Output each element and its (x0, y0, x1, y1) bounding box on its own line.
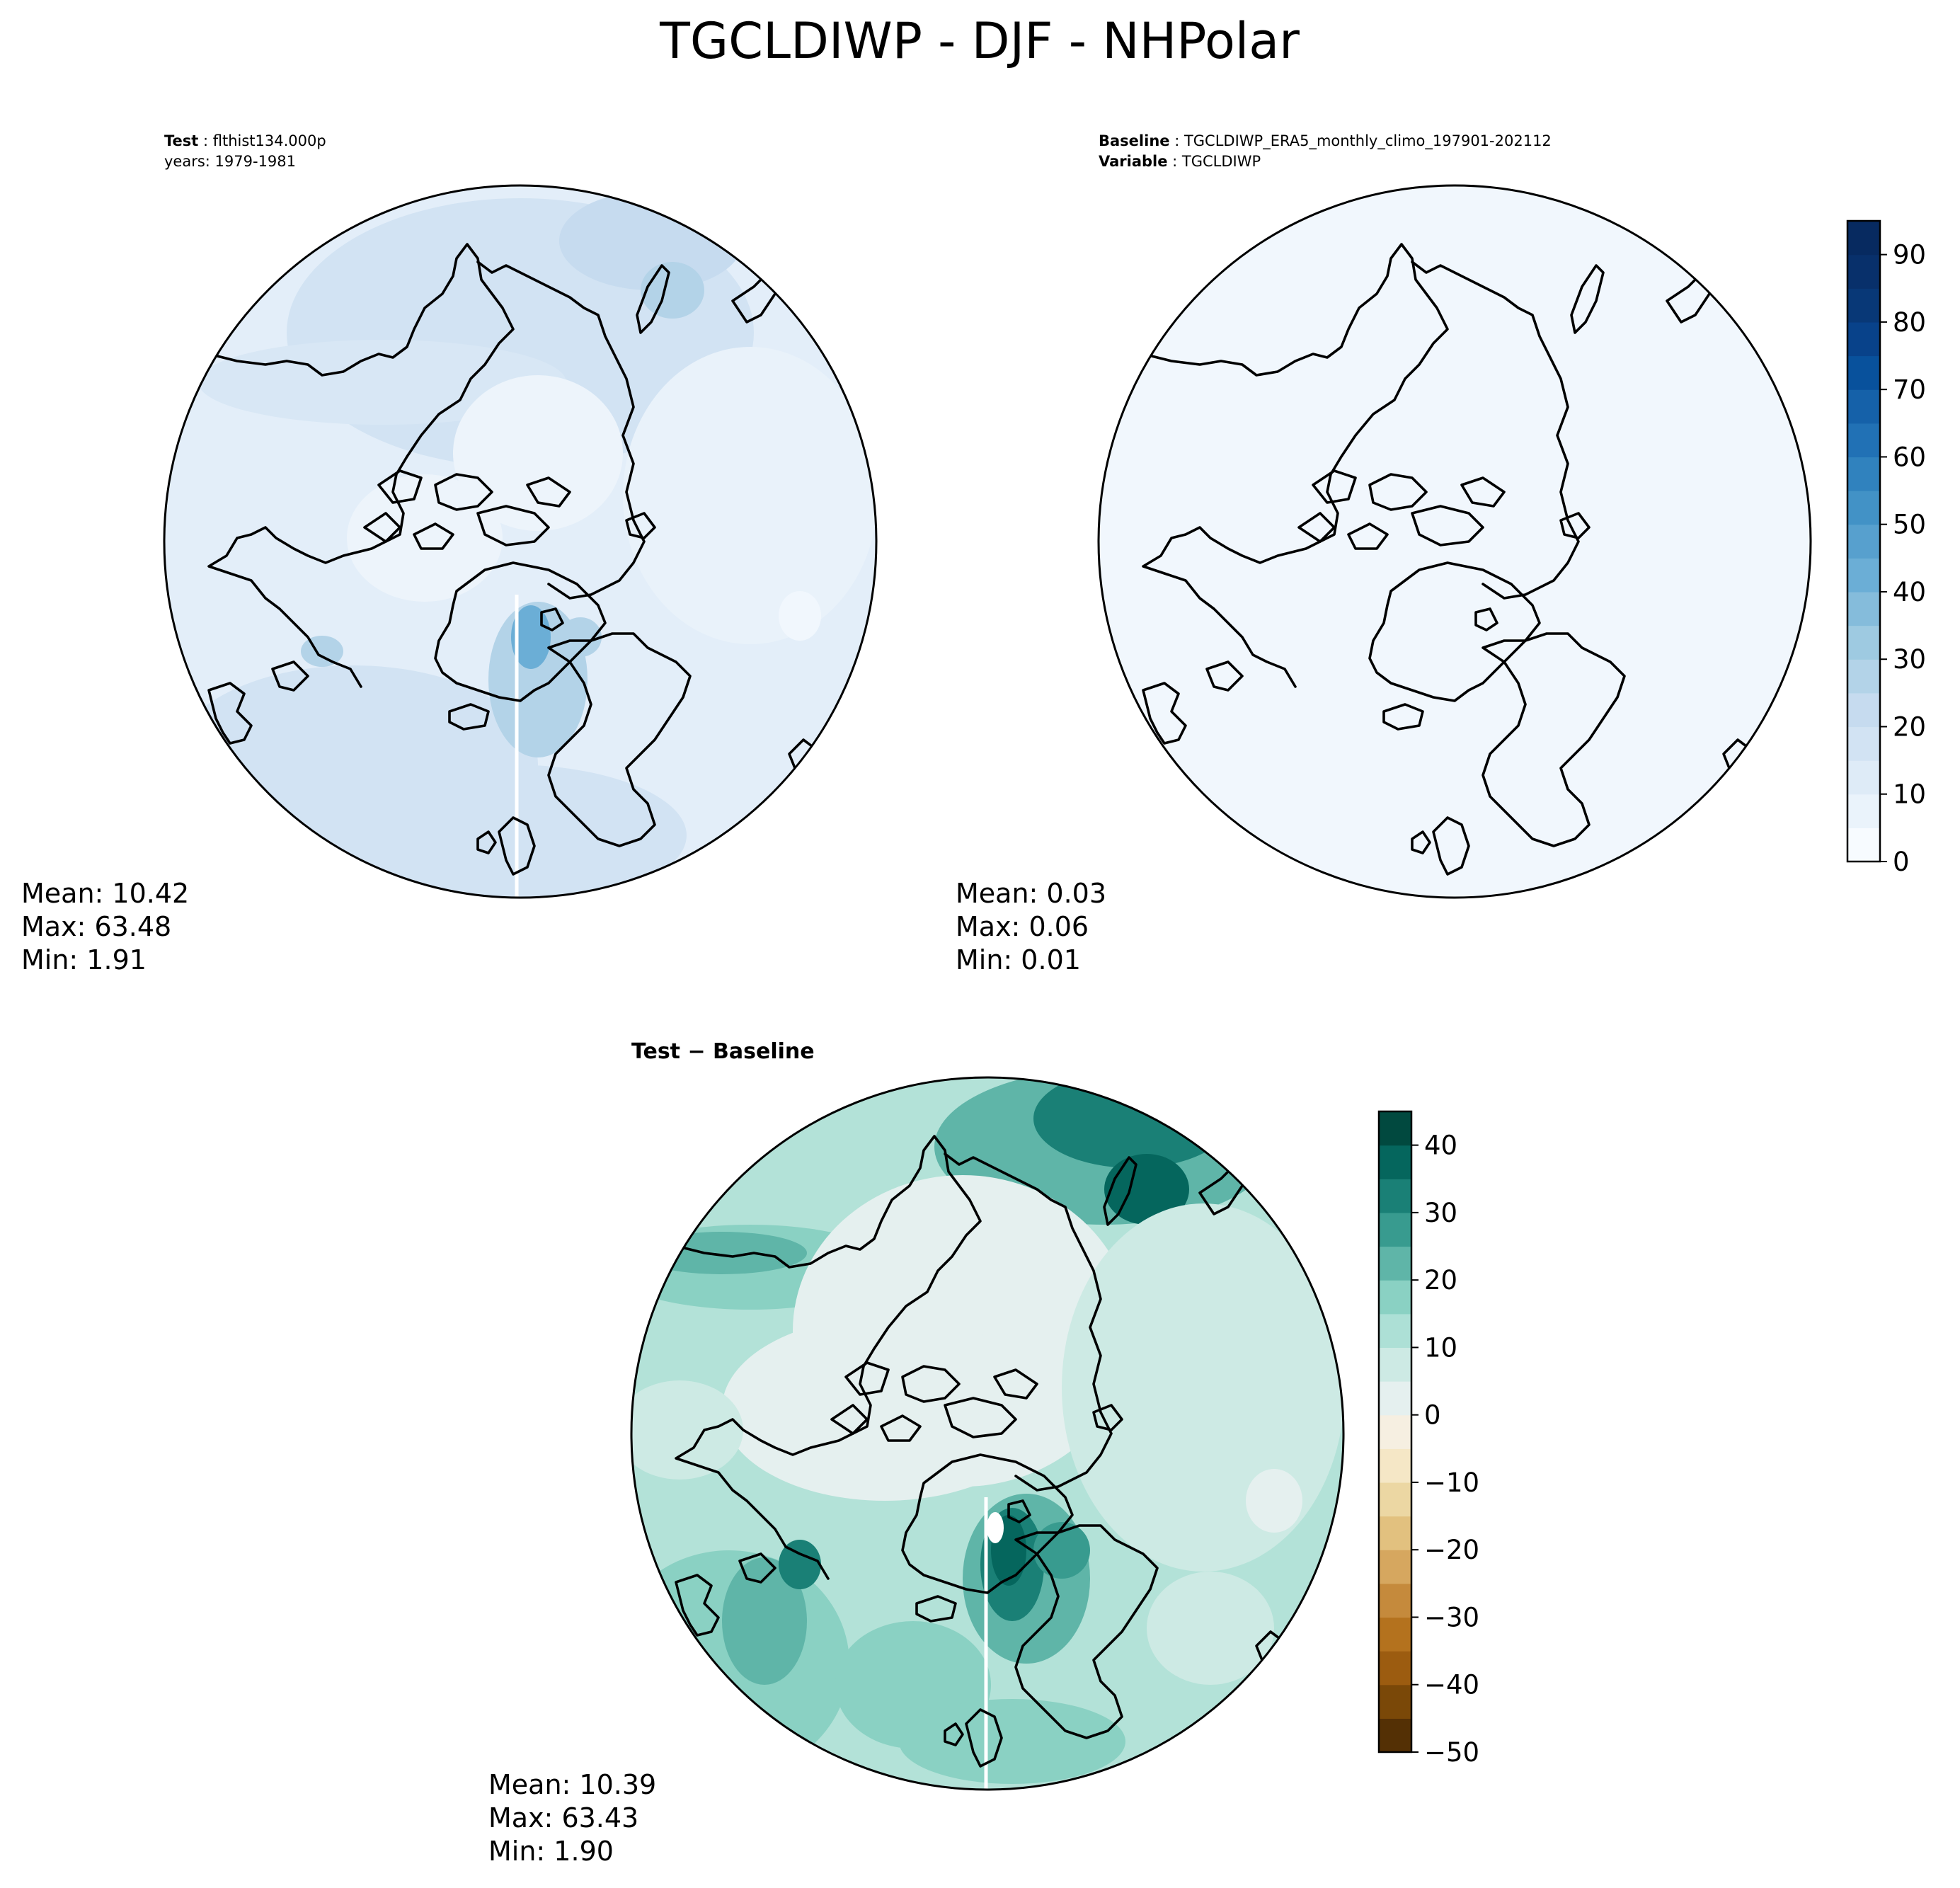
test-max: Max: 63.48 (21, 911, 171, 942)
colorbar-brbg-segment (1379, 1246, 1411, 1281)
colorbar-blues-tick-label: 90 (1893, 240, 1926, 270)
test-panel: Test : flthist134.000p years: 1979-1981 (21, 132, 878, 976)
baseline-header: Baseline : TGCLDIWP_ERA5_monthly_climo_1… (1099, 132, 1552, 150)
colorbar-blues-segment (1847, 692, 1880, 728)
diff-map-boundary (630, 1076, 1345, 1791)
colorbar-brbg-segment (1379, 1550, 1411, 1584)
colorbar-brbg-tick-label: 40 (1424, 1131, 1457, 1161)
diff-max: Max: 63.43 (488, 1802, 638, 1833)
colorbar-brbg-tick-label: 10 (1424, 1332, 1457, 1363)
colorbar-brbg-tick-label: −50 (1424, 1737, 1479, 1768)
colorbar-brbg: 40 30 20 10 0 −10 −20 −30 −40 −50 (1377, 1110, 1479, 1768)
colorbar-blues-segment (1847, 355, 1880, 390)
colorbar-blues-frame (1846, 219, 1881, 863)
colorbar-blues-segment (1847, 625, 1880, 660)
figure-title: TGCLDIWP - DJF - NHPolar (659, 12, 1300, 70)
baseline-panel: Baseline : TGCLDIWP_ERA5_monthly_climo_1… (956, 132, 1812, 976)
test-mean: Mean: 10.42 (21, 878, 189, 909)
baseline-mean: Mean: 0.03 (956, 878, 1106, 909)
colorbar-brbg-segment (1379, 1111, 1411, 1146)
colorbar-brbg-segment (1379, 1212, 1411, 1247)
colorbar-brbg-segment (1379, 1414, 1411, 1449)
test-years: years: 1979-1981 (164, 153, 296, 170)
colorbar-brbg-segment (1379, 1381, 1411, 1416)
colorbar-blues-tick-label: 20 (1893, 711, 1926, 742)
colorbar-brbg-segment (1379, 1482, 1411, 1517)
colorbar-blues-segment (1847, 794, 1880, 828)
baseline-min: Min: 0.01 (956, 944, 1081, 976)
colorbar-brbg-tick-label: 0 (1424, 1400, 1441, 1431)
diff-mean: Mean: 10.39 (488, 1769, 656, 1800)
colorbar-brbg-segment (1379, 1179, 1411, 1213)
colorbar-brbg-segment (1379, 1583, 1411, 1618)
diff-panel: Test − Baseline (488, 1039, 1345, 1867)
colorbar-brbg-segment (1379, 1313, 1411, 1349)
colorbar-blues-tick-label: 40 (1893, 577, 1926, 607)
colorbar-brbg-segment (1379, 1448, 1411, 1483)
colorbar-brbg-segment (1379, 1651, 1411, 1686)
colorbar-blues-segment (1847, 760, 1880, 795)
colorbar-brbg-segment (1379, 1617, 1411, 1652)
test-header: Test : flthist134.000p (164, 132, 326, 149)
baseline-map (1099, 185, 1811, 898)
colorbar-brbg-tick-label: −30 (1424, 1602, 1479, 1632)
colorbar-blues-segment (1847, 591, 1880, 627)
colorbar-brbg-tick-label: 30 (1424, 1198, 1457, 1228)
baseline-variable: Variable : TGCLDIWP (1099, 153, 1261, 170)
colorbar-blues: 0 10 20 30 40 50 60 70 80 90 (1846, 219, 1926, 877)
colorbar-blues-segment (1847, 491, 1880, 525)
colorbar-blues-tick-label: 50 (1893, 510, 1926, 540)
colorbar-blues-tick-label: 0 (1893, 847, 1910, 877)
colorbar-brbg-tick-label: −40 (1424, 1670, 1479, 1700)
colorbar-blues-tick-label: 10 (1893, 779, 1926, 810)
colorbar-blues-segment (1847, 726, 1880, 761)
colorbar-brbg-segment (1379, 1516, 1411, 1550)
colorbar-blues-tick-label: 60 (1893, 442, 1926, 472)
colorbar-brbg-segment (1379, 1347, 1411, 1382)
colorbar-blues-tick-label: 30 (1893, 644, 1926, 675)
colorbar-brbg-segment (1379, 1145, 1411, 1179)
colorbar-brbg-frame (1377, 1110, 1413, 1753)
colorbar-brbg-tick-label: 20 (1424, 1265, 1457, 1295)
colorbar-brbg-segment (1379, 1280, 1411, 1315)
test-min: Min: 1.91 (21, 944, 147, 976)
colorbar-blues-segment (1847, 423, 1880, 458)
test-map-boundary (163, 184, 878, 899)
diff-min: Min: 1.90 (488, 1836, 614, 1867)
colorbar-blues-segment (1847, 558, 1880, 593)
colorbar-blues-tick-label: 70 (1893, 374, 1926, 405)
colorbar-brbg-tick-label: −10 (1424, 1468, 1479, 1498)
colorbar-blues-segment (1847, 389, 1880, 424)
baseline-map-boundary (1097, 184, 1812, 899)
test-map (164, 185, 876, 898)
colorbar-brbg-segment (1379, 1684, 1411, 1719)
colorbar-brbg-segment (1379, 1718, 1411, 1753)
colorbar-blues-segment (1847, 221, 1880, 256)
baseline-max: Max: 0.06 (956, 911, 1089, 942)
colorbar-blues-tick-label: 80 (1893, 307, 1926, 338)
colorbar-blues-segment (1847, 254, 1880, 289)
colorbar-blues-segment (1847, 828, 1880, 862)
colorbar-blues-segment (1847, 288, 1880, 323)
diff-header: Test − Baseline (631, 1039, 815, 1064)
colorbar-brbg-tick-label: −20 (1424, 1535, 1479, 1565)
colorbar-blues-segment (1847, 321, 1880, 357)
colorbar-blues-segment (1847, 659, 1880, 694)
colorbar-blues-segment (1847, 524, 1880, 559)
colorbar-blues-segment (1847, 457, 1880, 491)
